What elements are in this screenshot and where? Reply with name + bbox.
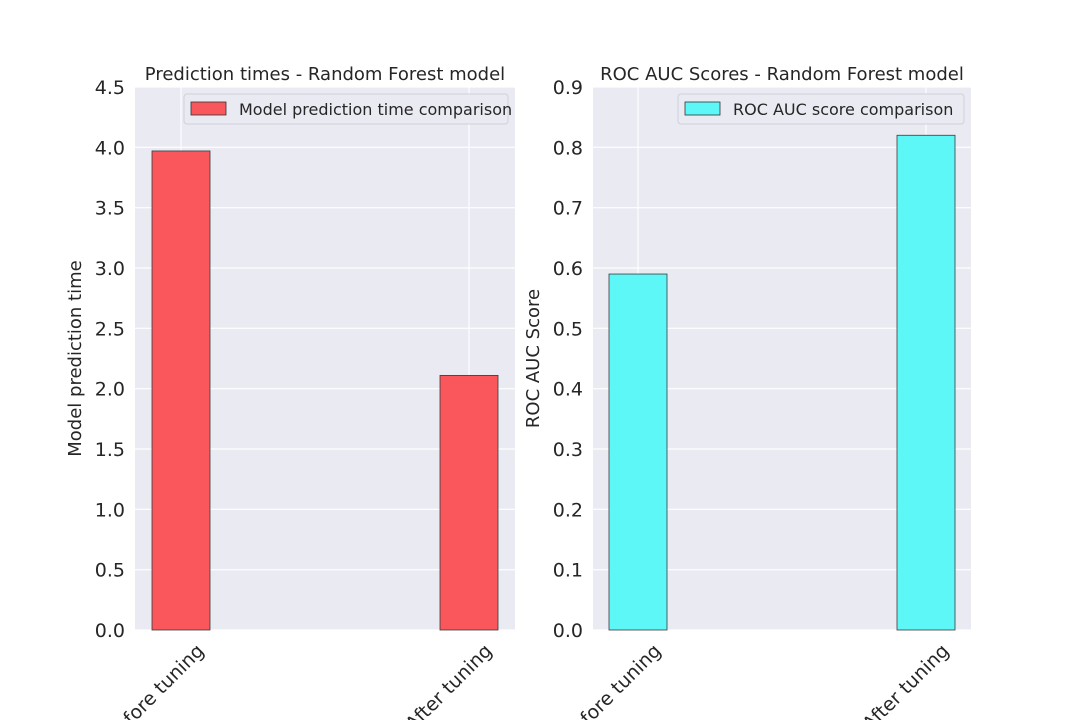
legend: Model prediction time comparison (183, 93, 512, 125)
y-tick-label: 1.5 (95, 439, 125, 461)
y-tick-label: 0.4 (553, 379, 583, 401)
y-tick-label: 1.0 (95, 499, 125, 521)
legend-box (677, 93, 965, 125)
bars (608, 134, 956, 631)
y-tick-labels: 0.0 0.1 0.2 0.3 0.4 0.5 0.6 0.7 0.8 0.9 (553, 77, 583, 642)
y-tick-label: 0.7 (553, 198, 583, 220)
y-tick-labels: 0.0 0.5 1.0 1.5 2.0 2.5 3.0 3.5 4.0 4.5 (95, 77, 125, 642)
y-tick-label: 0.0 (553, 620, 583, 642)
y-tick-label: 0.5 (553, 318, 583, 340)
y-tick-label: 4.5 (95, 77, 125, 99)
chart-title: ROC AUC Scores - Random Forest model (600, 64, 964, 85)
legend-swatch (684, 101, 721, 116)
legend-swatch (190, 101, 227, 116)
y-tick-label: 3.0 (95, 258, 125, 280)
bar-before-tuning (608, 273, 668, 631)
y-axis-label: ROC AUC Score (523, 289, 544, 428)
y-tick-label: 0.6 (553, 258, 583, 280)
y-tick-label: 4.0 (95, 137, 125, 159)
y-tick-label: 0.1 (553, 560, 583, 582)
prediction-times-chart: 0.00.51.01.52.02.53.03.54.04.5 Before tu… (65, 64, 515, 720)
y-tick-label: 0.0 (95, 620, 125, 642)
bar-before-tuning (151, 150, 211, 631)
bar-after-tuning (439, 374, 499, 631)
bars (151, 150, 499, 631)
legend-label: Model prediction time comparison (239, 100, 512, 119)
bar-after-tuning (896, 134, 956, 631)
y-tick-label: 2.5 (95, 318, 125, 340)
y-tick-label: 0.5 (95, 560, 125, 582)
legend: ROC AUC score comparison (677, 93, 965, 125)
chart-title: Prediction times - Random Forest model (145, 64, 505, 85)
y-tick-label: 0.3 (553, 439, 583, 461)
legend-box (183, 93, 509, 125)
y-tick-label: 0.8 (553, 137, 583, 159)
y-tick-label: 0.9 (553, 77, 583, 99)
y-tick-label: 2.0 (95, 379, 125, 401)
y-tick-label: 3.5 (95, 198, 125, 220)
y-tick-label: 0.2 (553, 499, 583, 521)
y-axis-label: Model prediction time (65, 260, 86, 456)
legend-label: ROC AUC score comparison (733, 100, 953, 119)
